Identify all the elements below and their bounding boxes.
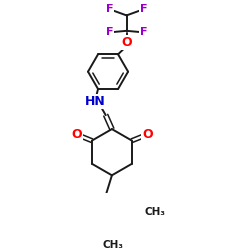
Text: O: O [121,36,132,49]
Text: F: F [140,27,147,37]
Text: F: F [106,4,113,14]
Text: CH₃: CH₃ [103,240,124,250]
Text: CH₃: CH₃ [144,207,165,217]
Text: HN: HN [84,95,105,108]
Text: F: F [106,27,113,37]
Text: F: F [140,4,147,14]
Text: O: O [142,128,153,141]
Text: O: O [71,128,82,141]
